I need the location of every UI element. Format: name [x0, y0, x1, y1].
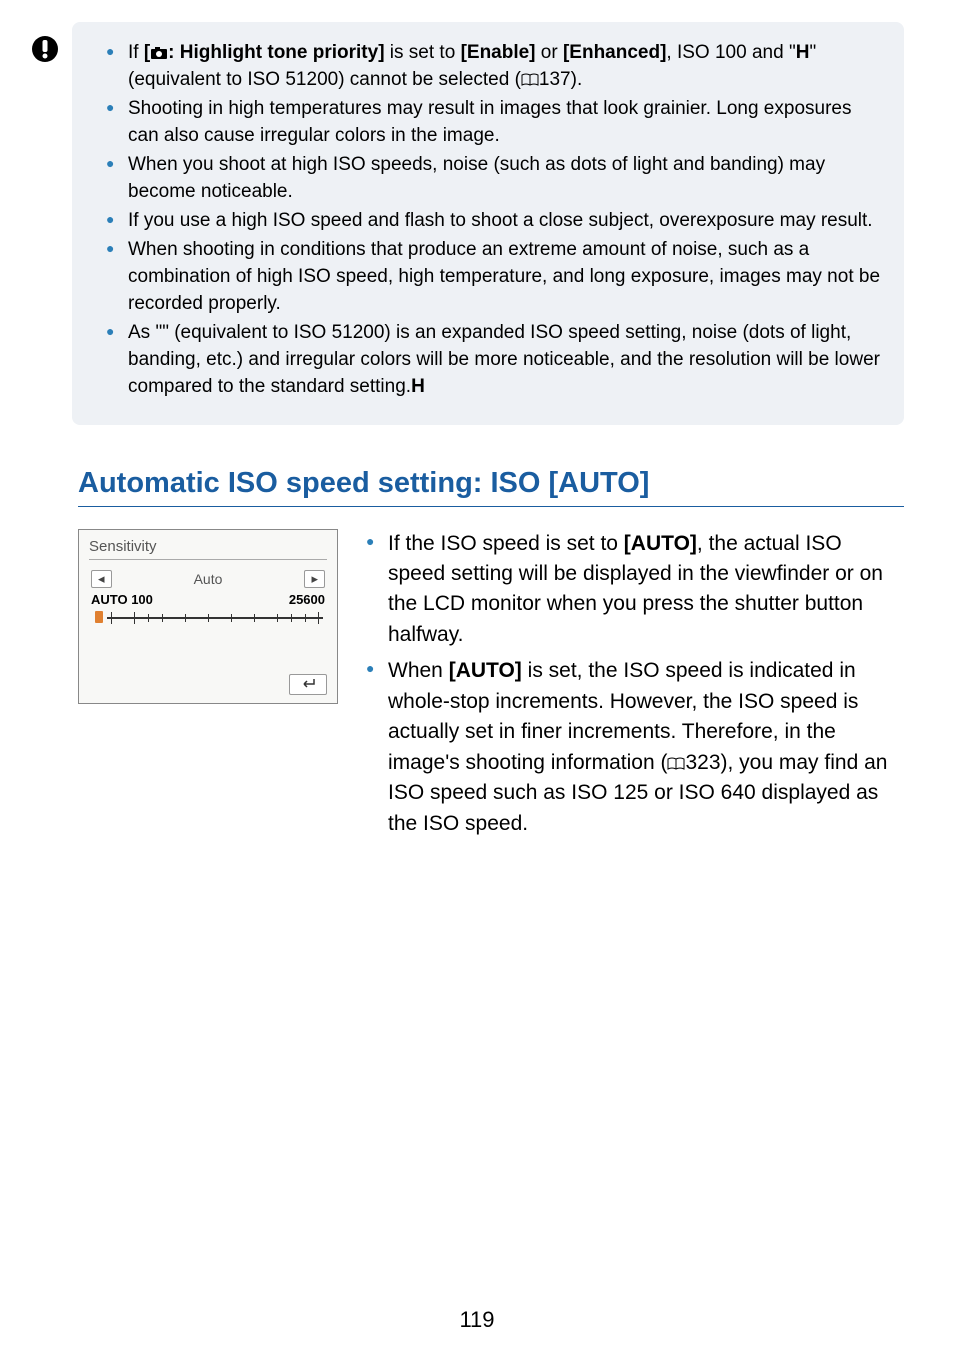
tick: [185, 614, 186, 622]
tick: [208, 614, 209, 622]
return-button: [289, 674, 327, 695]
tick: [254, 614, 255, 622]
caution-item: As "" (equivalent to ISO 51200) is an ex…: [106, 320, 880, 401]
caution-item: If you use a high ISO speed and flash to…: [106, 208, 880, 235]
auto-label: Auto: [194, 571, 223, 587]
right-column: If the ISO speed is set to [AUTO], the a…: [366, 529, 904, 845]
tick: [231, 614, 232, 622]
page-number: 119: [0, 1307, 954, 1333]
caution-list: If [: Highlight tone priority] is set to…: [106, 40, 880, 401]
tick: [318, 612, 319, 624]
right-bullet-list: If the ISO speed is set to [AUTO], the a…: [366, 529, 904, 839]
sensitivity-screenshot: Sensitivity ◂ Auto ▸ AUTO 100 25600: [78, 529, 338, 704]
section-heading: Automatic ISO speed setting: ISO [AUTO]: [78, 467, 904, 507]
caution-item: If [: Highlight tone priority] is set to…: [106, 40, 880, 94]
info-item: When [AUTO] is set, the ISO speed is ind…: [366, 656, 904, 839]
right-arrow-button: ▸: [304, 570, 325, 588]
screenshot-title: Sensitivity: [89, 538, 327, 560]
caution-item: When you shoot at high ISO speeds, noise…: [106, 152, 880, 206]
slider-track: [93, 609, 323, 627]
tick: [162, 614, 163, 622]
tick: [291, 614, 292, 622]
range-max-label: 25600: [289, 592, 325, 607]
range-min-label: AUTO 100: [91, 592, 153, 607]
tick: [305, 614, 306, 622]
slider-marker: [95, 611, 103, 623]
left-arrow-button: ◂: [91, 570, 112, 588]
screenshot-controls-row: ◂ Auto ▸: [91, 570, 325, 588]
info-item: If the ISO speed is set to [AUTO], the a…: [366, 529, 904, 651]
caution-icon: [30, 34, 60, 64]
tick: [277, 614, 278, 622]
caution-item: Shooting in high temperatures may result…: [106, 96, 880, 150]
tick: [134, 612, 135, 624]
screenshot-range-labels: AUTO 100 25600: [91, 592, 325, 607]
tick: [111, 612, 112, 624]
tick: [148, 614, 149, 622]
caution-item: When shooting in conditions that produce…: [106, 237, 880, 318]
caution-box: If [: Highlight tone priority] is set to…: [72, 22, 904, 425]
content-row: Sensitivity ◂ Auto ▸ AUTO 100 25600 If t…: [78, 529, 904, 845]
